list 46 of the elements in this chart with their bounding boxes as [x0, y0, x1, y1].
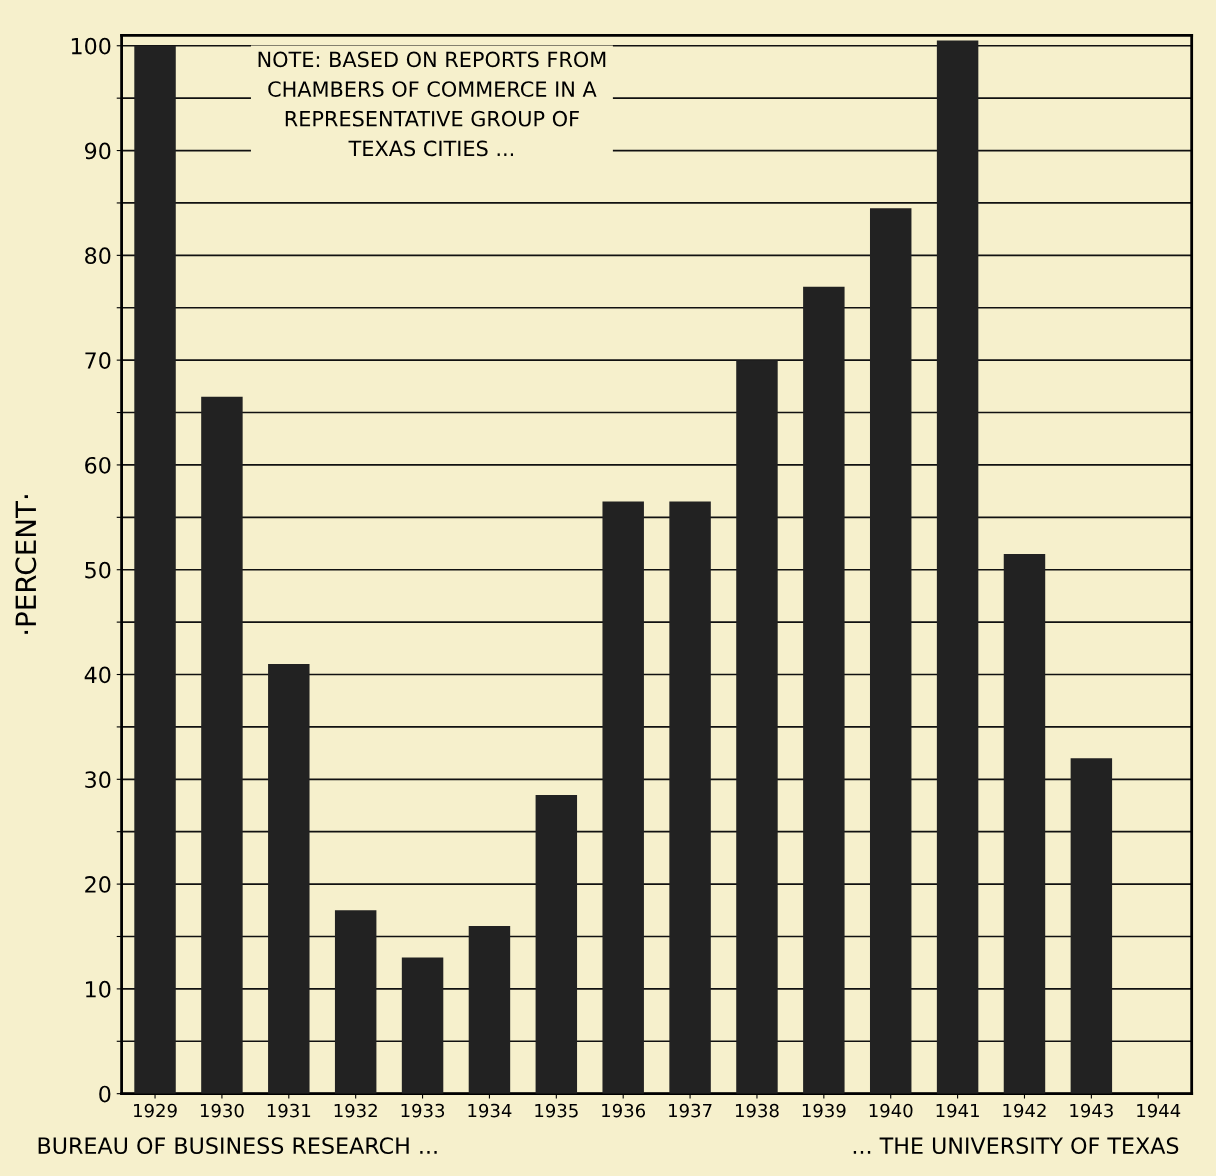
x-tick-label: 1933 — [401, 1103, 445, 1118]
annotation: NOTE: BASED ON REPORTS FROM CHAMBERS OF COMMERCE IN A REPRESENTATIVE GROUP OF TEXAS CITIES ... — [258, 51, 606, 157]
bar — [468, 926, 511, 1094]
y-axis-title: ·PERCENT· — [15, 495, 37, 634]
x-tick-label: 1936 — [602, 1103, 646, 1118]
text: ... THE UNIVERSITY OF TEXAS — [853, 1137, 1179, 1155]
bar — [1003, 554, 1046, 1094]
x-tick-label: 1932 — [334, 1103, 377, 1118]
bar — [401, 957, 444, 1094]
bar — [736, 360, 778, 1094]
y-tick-label: 10 — [86, 980, 111, 998]
y-tick-label: 40 — [84, 666, 111, 684]
x-tick-label: 1930 — [200, 1103, 244, 1118]
x-tick-label: 1943 — [1070, 1103, 1113, 1118]
bar — [669, 501, 711, 1094]
bar — [134, 45, 176, 1094]
bar — [869, 208, 912, 1094]
y-tick-label: 60 — [85, 456, 111, 474]
bar — [535, 795, 578, 1094]
y-tick-label: 0 — [99, 1085, 111, 1103]
x-tick-label: 1934 — [468, 1103, 512, 1118]
text: BUREAU OF BUSINESS RESEARCH ... — [38, 1137, 437, 1155]
bar — [803, 286, 845, 1094]
bar — [936, 40, 979, 1094]
y-tick-label: 70 — [85, 352, 111, 369]
x-tick-label: 1941 — [936, 1103, 979, 1118]
x-tick-label: 1931 — [267, 1103, 311, 1118]
y-tick-label: 50 — [85, 561, 111, 579]
x-tick-label: 1929 — [134, 1103, 177, 1118]
bar — [1070, 758, 1113, 1094]
bar — [602, 501, 644, 1094]
y-tick-label: 80 — [85, 247, 111, 265]
bar — [268, 664, 310, 1094]
x-tick-label: 1937 — [669, 1103, 712, 1118]
y-tick-label: 100 — [71, 37, 111, 55]
x-tick-label: 1944 — [1137, 1103, 1181, 1118]
y-tick-label: 20 — [85, 876, 111, 893]
y-tick-label: 90 — [85, 142, 111, 160]
x-tick-label: 1942 — [1003, 1103, 1046, 1118]
x-tick-label: 1940 — [869, 1103, 913, 1118]
x-tick-label: 1935 — [535, 1103, 578, 1118]
x-tick-label: 1938 — [735, 1103, 779, 1118]
bar — [201, 396, 243, 1094]
bar — [334, 910, 377, 1094]
y-tick-label: 30 — [85, 771, 111, 789]
x-tick-label: 1939 — [802, 1103, 846, 1118]
